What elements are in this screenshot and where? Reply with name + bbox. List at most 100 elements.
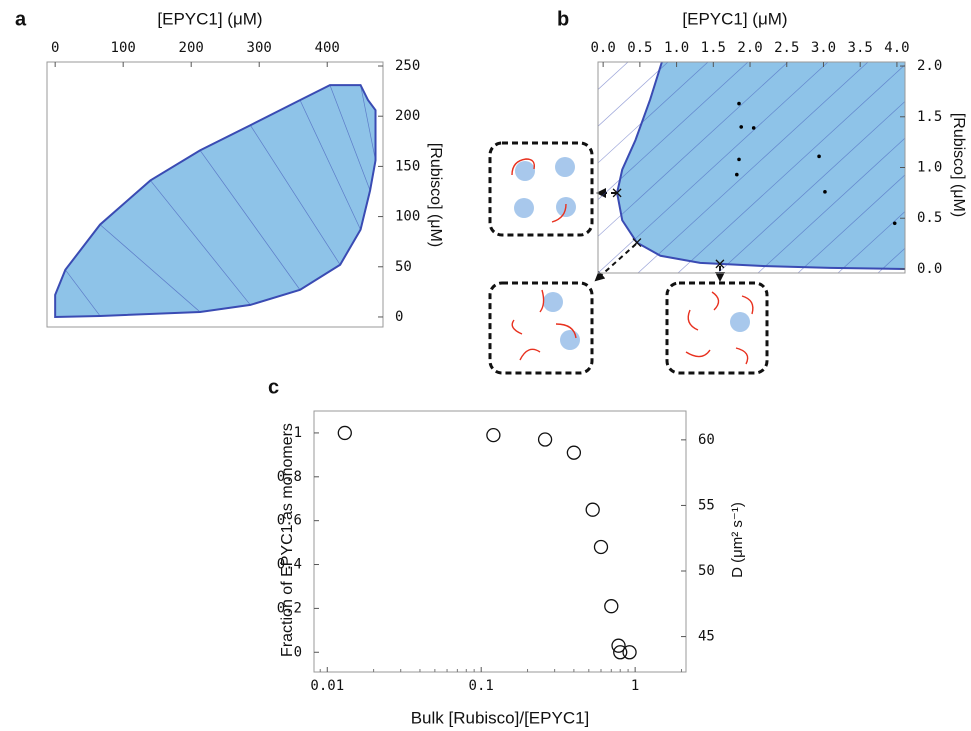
x-tick-label: 3.0 [811, 40, 836, 56]
y-tick-label: 0 [395, 309, 403, 325]
y-tick-label: 1.5 [917, 109, 942, 125]
y-axis-title: Fraction of EPYC1 as monomers [279, 423, 296, 657]
y-tick-label: 0.4 [277, 557, 302, 573]
x-tick-label: 2.5 [774, 40, 799, 56]
rubisco-icon [555, 157, 575, 177]
y-tick-label: 0.0 [917, 261, 942, 277]
data-point [604, 599, 619, 614]
y-axis-title: [Rubisco] (μM) [950, 113, 967, 217]
panel-label: a [15, 8, 27, 30]
data-point [566, 445, 582, 460]
tie-line [358, 62, 588, 273]
y-tick-label: 0.8 [277, 469, 302, 485]
y-tick-label: 50 [395, 259, 412, 275]
insets [488, 141, 769, 375]
epyc1-chain [511, 319, 523, 335]
tie-line [329, 84, 371, 191]
data-point [823, 190, 827, 194]
inset-box [488, 281, 594, 375]
data-point [622, 645, 637, 660]
rubisco-icon [560, 330, 580, 350]
tie-line [150, 180, 251, 306]
data-point [892, 221, 897, 226]
plot-frame [313, 410, 687, 673]
x-tick-label: 300 [247, 40, 272, 56]
data-point [737, 157, 741, 162]
rubisco-icon [514, 198, 534, 218]
tie-line [250, 125, 341, 265]
y-tick-label: 250 [395, 58, 420, 74]
y2-tick-label: 50 [698, 563, 715, 579]
x-tick-label: 0.0 [590, 40, 615, 56]
phase-boundary [54, 84, 377, 318]
x-tick-label: 0.5 [627, 40, 652, 56]
tie-line [757, 137, 905, 273]
epyc1-chain [735, 347, 749, 365]
data-point [486, 427, 501, 443]
data-point [613, 645, 628, 660]
y2-tick-label: 60 [698, 432, 715, 448]
data-point [751, 126, 756, 130]
x-tick-label: 1 [631, 678, 639, 694]
x-tick-label: 400 [315, 40, 340, 56]
tie-line [797, 174, 905, 273]
x-tick-label: 0 [51, 40, 59, 56]
data-point [611, 638, 626, 653]
tie-line [199, 150, 301, 291]
tie-line [598, 62, 669, 127]
phase-boundary [616, 62, 905, 270]
data-point [585, 502, 600, 517]
cross-marker [632, 238, 642, 248]
y2-tick-label: 45 [698, 629, 715, 645]
epyc1-chain [511, 158, 536, 176]
panel: a 0 100 200 300 400 0 50 100 150 200 250 [EPYC1] (μM… [15, 8, 444, 328]
data-point [739, 125, 744, 129]
y2-axis-title: D (μm² s⁻¹) [729, 502, 746, 578]
x-tick-label: 0.1 [469, 678, 494, 694]
x-axis-title: Bulk [Rubisco]/[EPYC1] [411, 708, 590, 727]
y-tick-label: 0.5 [917, 210, 942, 226]
inset-box [488, 141, 594, 237]
y-tick-label: 0.6 [277, 513, 302, 529]
panel: b 0.0 0.5 1.0 1.5 2.0 2.5 3.0 3.5 4.0 0.0 0.5 1.0 1.5… [358, 8, 967, 277]
x-axis-title: [EPYC1] (μM) [682, 9, 787, 28]
tie-line [717, 100, 905, 273]
x-tick-label: 1.5 [701, 40, 726, 56]
tie-line [598, 62, 749, 201]
epyc1-chain [711, 291, 720, 311]
data-point [337, 425, 352, 441]
panel-label: b [557, 8, 569, 30]
x-tick-label: 1.0 [664, 40, 689, 56]
tie-line [598, 62, 829, 273]
rubisco-icon [515, 161, 535, 181]
y-tick-label: 100 [395, 209, 420, 225]
phase-region [617, 62, 905, 269]
cross-marker [715, 259, 725, 269]
arrow [594, 243, 637, 282]
x-tick-label: 2.0 [737, 40, 762, 56]
data-point [537, 432, 553, 447]
tie-line [837, 211, 905, 273]
tie-line [299, 99, 361, 230]
x-tick-label: 0.01 [310, 678, 344, 694]
x-tick-label: 100 [111, 40, 136, 56]
tie-line [65, 269, 101, 317]
y2-tick-label: 55 [698, 497, 715, 513]
tie-line [360, 85, 376, 161]
data-point [817, 154, 821, 159]
rubisco-icon [543, 292, 563, 312]
epyc1-chain [685, 349, 711, 358]
epyc1-chain [687, 309, 699, 331]
tie-line [598, 62, 789, 237]
tie-line [677, 64, 905, 273]
tie-line [598, 62, 709, 164]
x-axis-title: [EPYC1] (μM) [157, 9, 262, 28]
y-tick-label: 0 [294, 644, 302, 660]
epyc1-chain [555, 323, 577, 339]
phase-region [55, 85, 376, 317]
y-tick-label: 2.0 [917, 58, 942, 74]
cross-marker [612, 188, 622, 198]
y-tick-label: 1 [294, 425, 302, 441]
x-tick-label: 4.0 [884, 40, 909, 56]
